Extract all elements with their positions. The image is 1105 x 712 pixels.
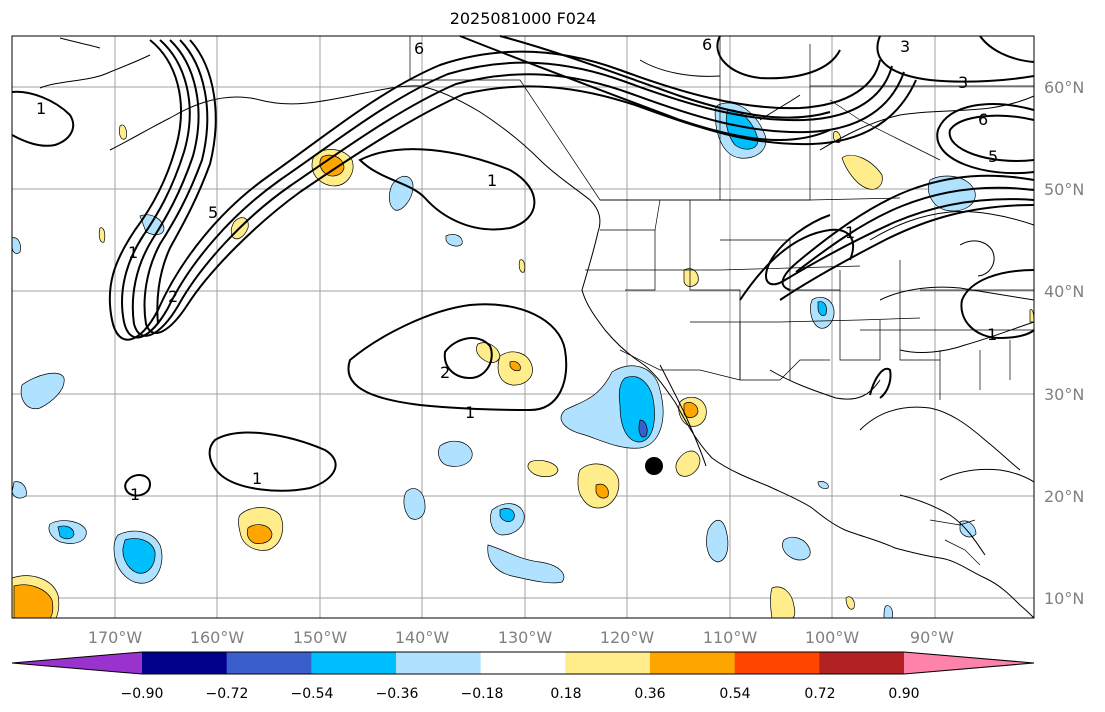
contour-label: 1 [128,243,138,262]
lon-label: 120°W [600,628,655,647]
colorbar-segment [904,652,1034,674]
lon-label: 130°W [498,628,553,647]
lon-label: 110°W [703,628,758,647]
contour-label: 3 [900,37,910,56]
colorbar-outline [11,651,1035,675]
contour-label: 6 [978,110,988,129]
lat-label: 50°N [1044,180,1084,199]
location-marker [645,457,663,475]
colorbar-label: −0.90 [121,686,164,702]
lat-label: 10°N [1044,589,1084,608]
lat-label: 60°N [1044,78,1084,97]
colorbar-segment [226,652,312,674]
contour-label: 2 [168,287,178,306]
longitude-labels: 170°W 160°W 150°W 140°W 130°W 120°W 110°… [88,628,954,647]
contour-label: 1 [36,99,46,118]
contour-label: 3 [958,73,968,92]
colorbar-segment [396,652,482,674]
height-contours [11,35,1035,497]
lon-label: 100°W [805,628,860,647]
colorbar-segment [142,652,228,674]
lat-label: 40°N [1044,282,1084,301]
colorbar-label: −0.72 [206,686,249,702]
lat-label: 30°N [1044,385,1084,404]
lon-label: 170°W [88,628,143,647]
contour-label: 1 [845,223,855,242]
contour-label: 5 [208,203,218,222]
colorbar-segment [480,652,566,674]
colorbar-segment [650,652,736,674]
colorbar-label: 0.18 [550,686,581,702]
colorbar-label: −0.54 [291,686,334,702]
contour-label: 6 [414,39,424,58]
colorbar-segment [734,652,820,674]
colorbar-label: 0.90 [888,686,919,702]
contour-label: 1 [252,469,262,488]
colorbar-label: 0.36 [634,686,665,702]
colorbar-segment [311,652,397,674]
colorbar-segment [819,652,905,674]
colorbar [11,651,1035,675]
colorbar-segment [12,652,142,674]
contour-label: 1 [130,485,140,504]
colorbar-label: −0.36 [376,686,419,702]
colorbar-label: 0.54 [719,686,750,702]
lon-label: 90°W [910,628,954,647]
map-title: 2025081000 F024 [449,9,597,28]
colorbar-label: −0.18 [461,686,504,702]
contour-label: 1 [487,171,497,190]
lon-label: 150°W [293,628,348,647]
colorbar-label: 0.72 [804,686,835,702]
lon-label: 160°W [190,628,245,647]
contour-labels: 6 6 3 3 6 5 1 1 2 1 1 1 5 1 1 2 1 [36,35,998,504]
colorbar-segment [565,652,651,674]
contour-label: 5 [988,147,998,166]
contour-label: 6 [702,35,712,54]
map-frame [11,35,1035,619]
lat-label: 20°N [1044,487,1084,506]
colorbar-labels: −0.90 −0.72 −0.54 −0.36 −0.18 0.18 0.36 … [121,686,920,702]
contour-label: 2 [440,363,450,382]
latitude-labels: 60°N 50°N 40°N 30°N 20°N 10°N [1044,78,1084,608]
lon-label: 140°W [395,628,450,647]
contour-label: 1 [987,325,997,344]
contour-label: 1 [465,403,475,422]
coastlines [39,37,1035,619]
